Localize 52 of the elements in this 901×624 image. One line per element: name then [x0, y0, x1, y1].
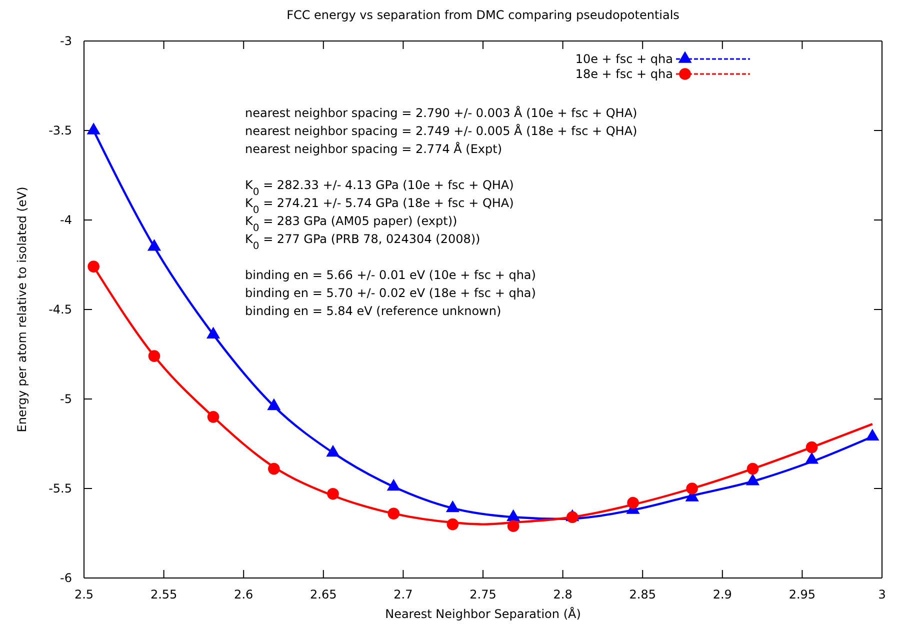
annotation: nearest neighbor spacing = 2.774 Å (Expt) [245, 141, 502, 156]
annotation: binding en = 5.84 eV (reference unknown) [245, 304, 502, 318]
point [268, 462, 280, 475]
point [388, 508, 400, 520]
point [206, 326, 220, 338]
point [86, 122, 100, 134]
x-tick-label: 3 [878, 588, 886, 602]
y-tick-label: -3 [60, 34, 72, 48]
annotation: binding en = 5.66 +/- 0.01 eV (10e + fsc + qha) [245, 268, 536, 282]
y-tick-label: -4.5 [48, 302, 72, 316]
point [446, 518, 459, 530]
annotation: nearest neighbor spacing = 2.749 +/- 0.005 Å (18e + fsc + QHA) [245, 123, 638, 138]
x-axis-title: Nearest Neighbor Separation (Å) [385, 606, 581, 621]
y-tick-label: -4 [60, 212, 72, 227]
y-tick-label: -6 [60, 570, 72, 585]
annotation: K$_{0}$ = 277 GPa (PRB 78, 024304 (2008)) [245, 232, 480, 252]
point [804, 452, 819, 464]
x-tick-label: 2.55 [150, 588, 178, 602]
point [507, 520, 520, 532]
point [686, 482, 698, 494]
point [207, 410, 220, 423]
legend-label: 10e + fsc + qha [575, 52, 673, 66]
point [627, 496, 639, 509]
annotation: nearest neighbor spacing = 2.790 +/- 0.003 Å (10e + fsc + QHA) [245, 105, 638, 120]
x-tick-label: 2.8 [553, 588, 572, 602]
point [88, 260, 100, 272]
legend-label: 18e + fsc + qha [575, 67, 673, 81]
point [806, 441, 818, 454]
chart-title: FCC energy vs separation from DMC comparing pseudopotentials [286, 8, 680, 22]
point [148, 350, 160, 362]
annotation: K$_{0}$ = 283 GPa (AM05 paper) (expt)) [245, 214, 458, 234]
x-tick-label: 2.5 [74, 588, 94, 602]
x-tick-label: 2.7 [394, 588, 413, 602]
point [327, 488, 339, 500]
y-tick-label: -3.5 [48, 123, 72, 138]
x-tick-label: 2.65 [310, 588, 337, 602]
x-tick-label: 2.85 [629, 588, 656, 602]
point [267, 398, 281, 410]
y-tick-label: -5 [60, 392, 72, 406]
x-tick-label: 2.75 [470, 588, 496, 602]
point [147, 239, 162, 251]
x-tick-label: 2.95 [788, 588, 816, 602]
point [866, 428, 880, 441]
point [746, 462, 759, 475]
point [326, 444, 340, 457]
x-tick-label: 2.6 [234, 588, 254, 602]
annotation: binding en = 5.70 +/- 0.02 eV (18e + fsc + qha) [245, 286, 536, 300]
x-tick-label: 2.9 [712, 588, 732, 602]
annotation: K$_{0}$ = 282.33 +/- 4.13 GPa (10e + fsc + QHA) [245, 178, 514, 198]
y-axis-title: Energy per atom relative to isolated (eV) [15, 186, 29, 432]
annotation: K$_{0}$ = 274.21 +/- 5.74 GPa (18e + fsc + QHA) [245, 196, 514, 216]
y-tick-label: -5.5 [48, 481, 72, 496]
